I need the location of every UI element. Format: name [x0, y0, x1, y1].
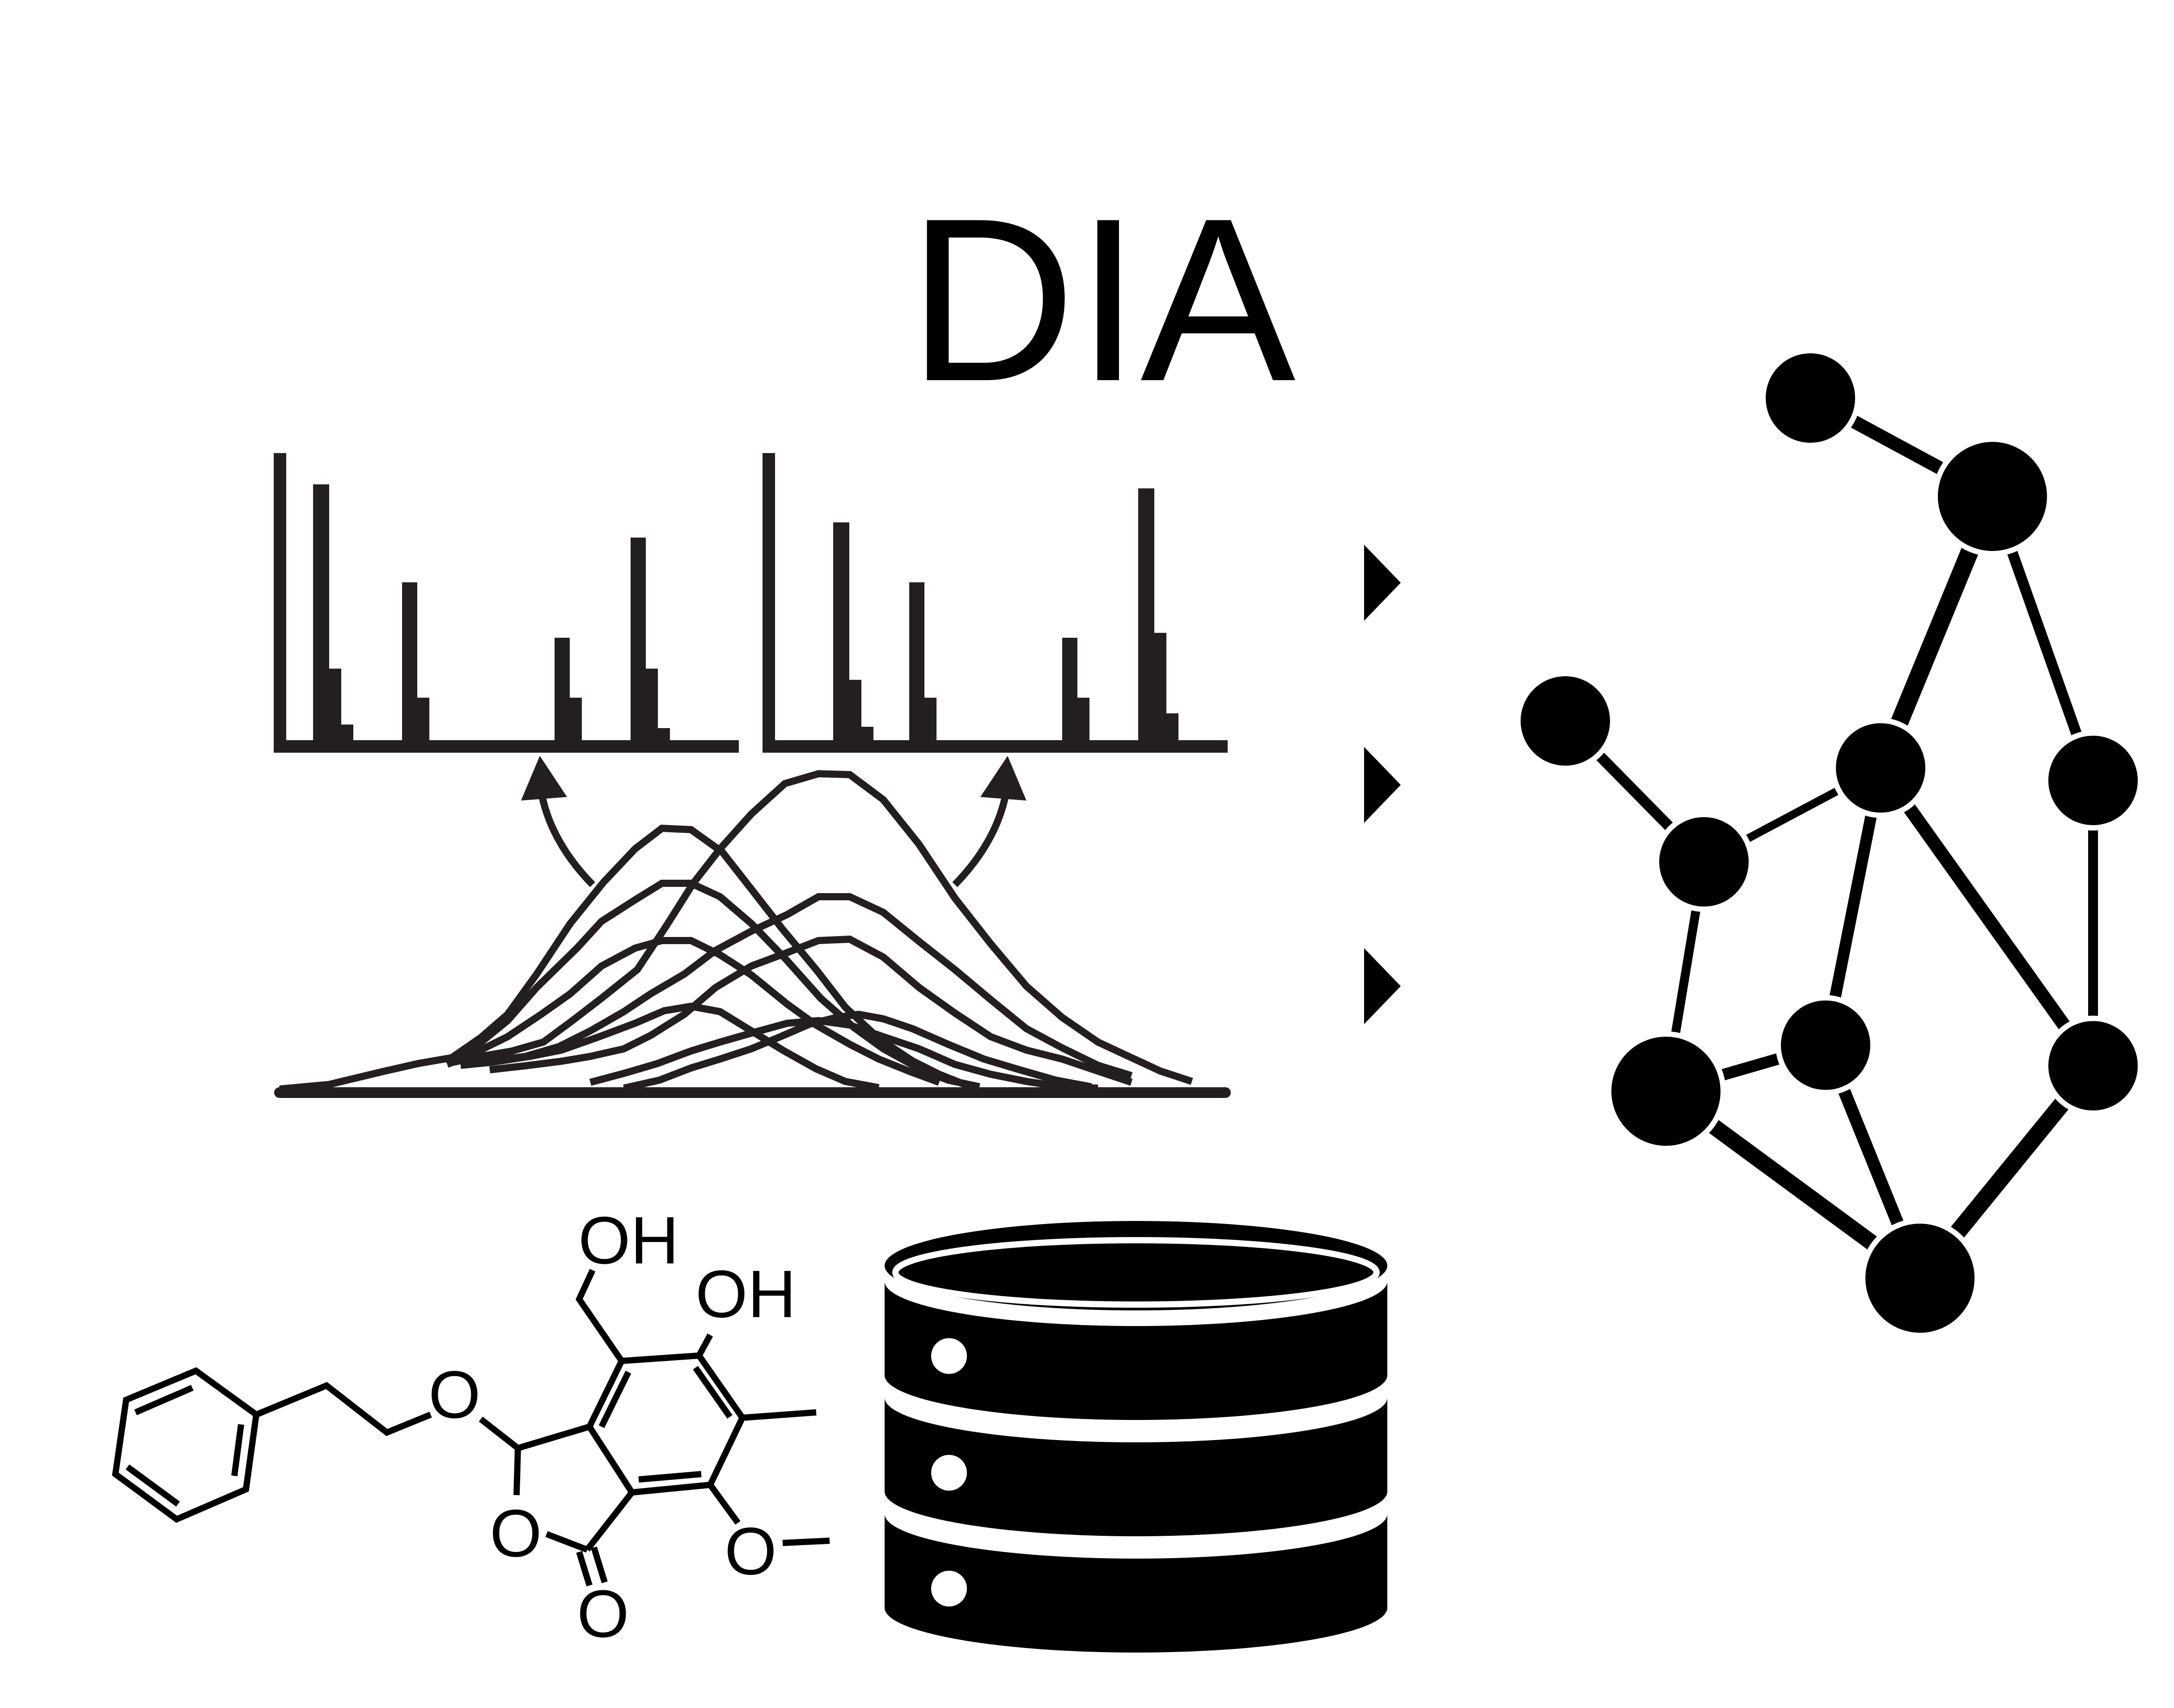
database-icon	[885, 1221, 1387, 1653]
molecule-bond	[545, 1531, 589, 1553]
database-light	[931, 1571, 967, 1606]
molecule-bond	[513, 1448, 521, 1496]
spectrum-peak	[416, 698, 429, 744]
spectrum-peak	[1138, 488, 1154, 744]
diagram-title: DIA	[908, 170, 1297, 430]
spectrum-peak	[833, 522, 849, 744]
network-node	[1831, 718, 1931, 818]
atom-label-oh: OH	[578, 1203, 679, 1278]
chromatogram-trace	[445, 880, 980, 1090]
chromatogram-trace	[445, 937, 941, 1086]
molecule-chain	[575, 1269, 624, 1363]
spectrum-peak	[555, 638, 570, 744]
network-node	[1606, 1031, 1726, 1151]
up-arrow-head-left	[521, 756, 567, 801]
database-top-highlight	[892, 1237, 1380, 1308]
atom-label-o: O	[490, 1496, 542, 1571]
spectrum-peak	[631, 538, 646, 744]
spectrum-peak	[1165, 713, 1178, 744]
chromatogram-trace	[489, 935, 1133, 1086]
spectrum-peak	[1153, 633, 1166, 744]
chromatogram-trace	[589, 1017, 1098, 1092]
molecule-double-bond	[576, 1551, 593, 1587]
atom-label-o: O	[428, 1357, 481, 1432]
molecule-double-bond	[638, 1471, 702, 1483]
atom-label-o: O	[725, 1513, 777, 1589]
molecule-icon	[112, 1269, 830, 1587]
molecule-double-bond	[231, 1424, 244, 1476]
molecule-bond	[587, 1425, 635, 1494]
spectrum-peak	[402, 582, 417, 744]
arrow-right-top	[1364, 545, 1401, 621]
up-arrow-head-right	[980, 756, 1026, 801]
chromatogram-icon	[274, 770, 1231, 1098]
atom-label-o: O	[577, 1576, 629, 1651]
molecule-double-bond	[134, 1385, 194, 1416]
spectrum-peak	[657, 728, 670, 744]
extraction-arrow-left-shaft	[538, 791, 595, 887]
spectrum-peak	[923, 698, 937, 744]
network-edge	[1875, 764, 2099, 1070]
chromatogram-trace	[446, 770, 1193, 1085]
spectrum-peak	[340, 725, 353, 744]
database-light	[931, 1455, 967, 1491]
molecule-double-bond	[693, 1365, 733, 1419]
spectrum-peak	[860, 727, 873, 744]
molecule-bond	[742, 1409, 817, 1421]
arrow-right-middle	[1364, 747, 1401, 823]
database-cylinder-upper	[885, 1281, 1387, 1420]
molecule-double-bond	[591, 1546, 608, 1584]
arrow-right-bottom	[1364, 948, 1401, 1024]
molecule-double-bond	[125, 1464, 180, 1507]
database-light	[931, 1338, 967, 1374]
molecule-aromatic-ring	[586, 1352, 746, 1496]
molecule-bond	[782, 1538, 830, 1546]
database-cylinder-lower	[885, 1514, 1387, 1653]
spectrum-axis-y-left	[274, 453, 286, 753]
spectrum-peak	[909, 582, 924, 744]
network-node	[1776, 995, 1876, 1095]
network-node	[2043, 1016, 2143, 1116]
network-node	[1860, 1218, 1980, 1338]
molecule-chain	[479, 1416, 591, 1452]
network-nodes	[1515, 348, 2143, 1338]
network-node	[1760, 348, 1860, 448]
spectrum-peak	[1076, 698, 1089, 744]
spectrum-axis-y-right	[763, 453, 775, 753]
database-cylinder-middle	[885, 1398, 1387, 1536]
atom-label-oh: OH	[695, 1256, 796, 1331]
chromatogram-trace	[460, 893, 1133, 1079]
spectrum-peak	[1062, 638, 1077, 744]
molecule-bond	[708, 1483, 741, 1525]
spectrum-peak	[568, 698, 582, 744]
network-node	[1932, 437, 2052, 556]
molecule-labels: OH OH O O O O	[428, 1203, 796, 1651]
arrow-right-icon	[1364, 545, 1401, 1024]
network-node	[1515, 671, 1615, 771]
network-graph-icon	[1515, 348, 2143, 1338]
molecule-bond	[585, 1490, 635, 1552]
mass-spectrum-left	[274, 453, 739, 753]
spectrum-peak	[644, 669, 658, 744]
network-node	[1654, 812, 1754, 912]
molecule-bond	[696, 1333, 713, 1357]
spectrum-peak	[848, 680, 861, 744]
extraction-arrow-right-shaft	[952, 791, 1010, 887]
spectrum-peak	[328, 669, 341, 744]
spectrum-peak	[313, 484, 329, 744]
mass-spectrum-right	[763, 453, 1228, 753]
mass-spectrum-icon	[274, 453, 1228, 753]
molecule-chain	[255, 1382, 432, 1437]
network-node	[2043, 730, 2143, 831]
chromatogram-trace	[623, 1010, 1092, 1092]
chromatogram-trace	[279, 824, 970, 1093]
molecule-double-bond	[598, 1370, 631, 1428]
